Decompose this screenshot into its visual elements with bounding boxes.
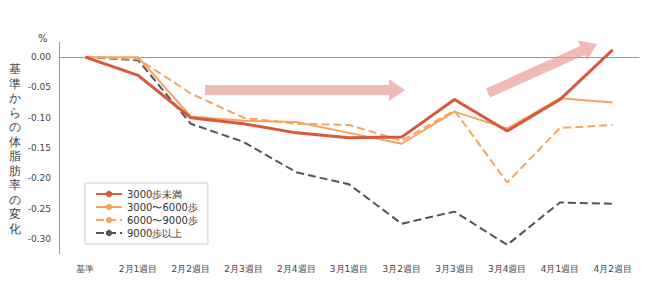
svg-text:-0.20: -0.20 (28, 173, 52, 183)
svg-text:3000歩未満: 3000歩未満 (127, 189, 182, 200)
svg-text:4月1週目: 4月1週目 (541, 264, 579, 274)
svg-text:脂: 脂 (9, 149, 21, 163)
svg-text:-0.05: -0.05 (28, 82, 51, 92)
svg-text:基準: 基準 (76, 264, 94, 274)
svg-text:か: か (9, 91, 21, 105)
svg-text:変: 変 (9, 207, 21, 221)
svg-text:化: 化 (9, 222, 21, 236)
svg-text:の: の (9, 120, 21, 134)
svg-text:-0.15: -0.15 (28, 143, 51, 153)
svg-text:2月1週目: 2月1週目 (119, 264, 157, 274)
svg-text:ら: ら (9, 106, 21, 120)
svg-text:4月2週目: 4月2週目 (593, 264, 631, 274)
svg-text:肪: 肪 (9, 164, 21, 178)
svg-text:6000〜9000歩: 6000〜9000歩 (127, 215, 198, 226)
svg-text:%: % (38, 33, 48, 44)
svg-text:の: の (9, 193, 21, 207)
svg-text:-0.10: -0.10 (28, 113, 52, 123)
svg-text:体: 体 (9, 135, 21, 149)
svg-text:3月2週目: 3月2週目 (383, 264, 421, 274)
svg-text:準: 準 (9, 77, 21, 91)
svg-text:2月4週目: 2月4週目 (277, 264, 315, 274)
svg-text:3000〜6000歩: 3000〜6000歩 (127, 202, 198, 213)
svg-text:0.00: 0.00 (31, 52, 51, 62)
svg-text:率: 率 (9, 178, 21, 192)
svg-text:3月4週目: 3月4週目 (488, 264, 526, 274)
svg-text:-0.30: -0.30 (28, 234, 52, 244)
svg-text:2月2週目: 2月2週目 (172, 264, 210, 274)
svg-text:-0.25: -0.25 (28, 204, 51, 214)
svg-text:2月3週目: 2月3週目 (224, 264, 262, 274)
svg-text:基: 基 (9, 62, 21, 76)
svg-text:9000歩以上: 9000歩以上 (127, 228, 182, 239)
svg-text:3月3週目: 3月3週目 (435, 264, 473, 274)
svg-text:3月1週目: 3月1週目 (330, 264, 368, 274)
